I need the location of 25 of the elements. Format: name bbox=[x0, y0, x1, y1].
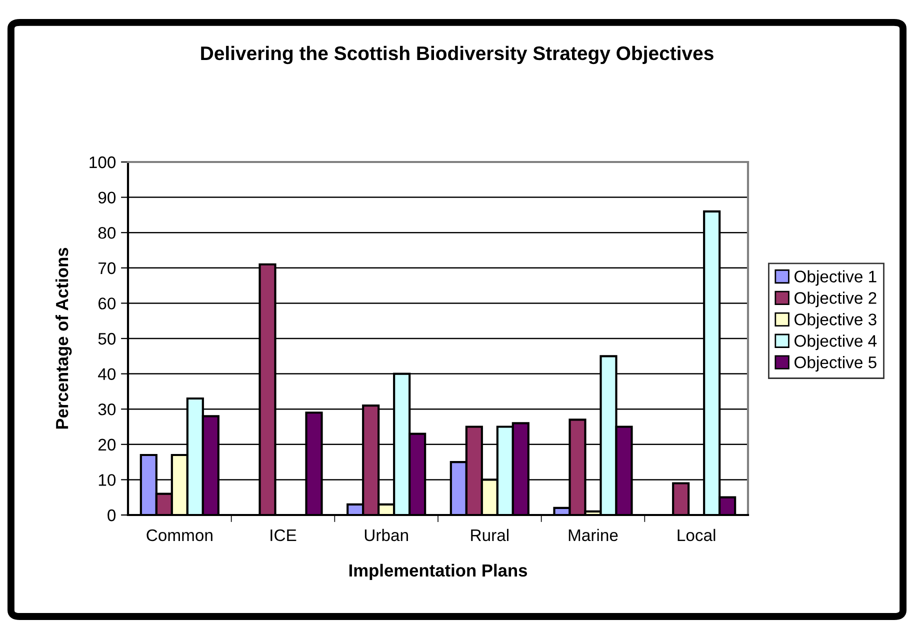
x-tick-label: ICE bbox=[270, 529, 296, 542]
legend-label: Objective 4 bbox=[794, 334, 877, 350]
y-tick-label: 40 bbox=[98, 368, 116, 380]
x-tick-label: Common bbox=[146, 529, 212, 542]
y-tick-label: 30 bbox=[98, 404, 116, 416]
y-tick-label: 20 bbox=[98, 438, 116, 451]
y-tick-label: 90 bbox=[98, 192, 116, 204]
y-tick-label: 100 bbox=[90, 156, 116, 168]
x-tick-label: Local bbox=[678, 528, 716, 542]
y-tick-label: 0 bbox=[108, 509, 116, 522]
legend-label: Objective 5 bbox=[794, 356, 876, 372]
x-tick-label: Marine bbox=[568, 528, 618, 542]
legend-label: Objective 3 bbox=[794, 313, 876, 329]
x-tick-label: Rural bbox=[471, 528, 508, 542]
y-tick-label: 80 bbox=[98, 227, 116, 239]
x-axis-title: Implementation Plans bbox=[349, 564, 528, 580]
x-tick-label: Urban bbox=[364, 528, 408, 542]
chart-title: Delivering the Scottish Biodiversity Strategy Objectives bbox=[201, 46, 714, 64]
y-tick-label: 70 bbox=[98, 262, 116, 274]
legend-label: Objective 1 bbox=[794, 270, 876, 286]
legend-label: Objective 2 bbox=[794, 292, 876, 308]
y-axis-title: Percentage of Actions bbox=[55, 248, 72, 429]
y-tick-label: 50 bbox=[98, 332, 116, 345]
y-tick-label: 10 bbox=[98, 474, 116, 486]
y-tick-label: 60 bbox=[98, 298, 116, 310]
